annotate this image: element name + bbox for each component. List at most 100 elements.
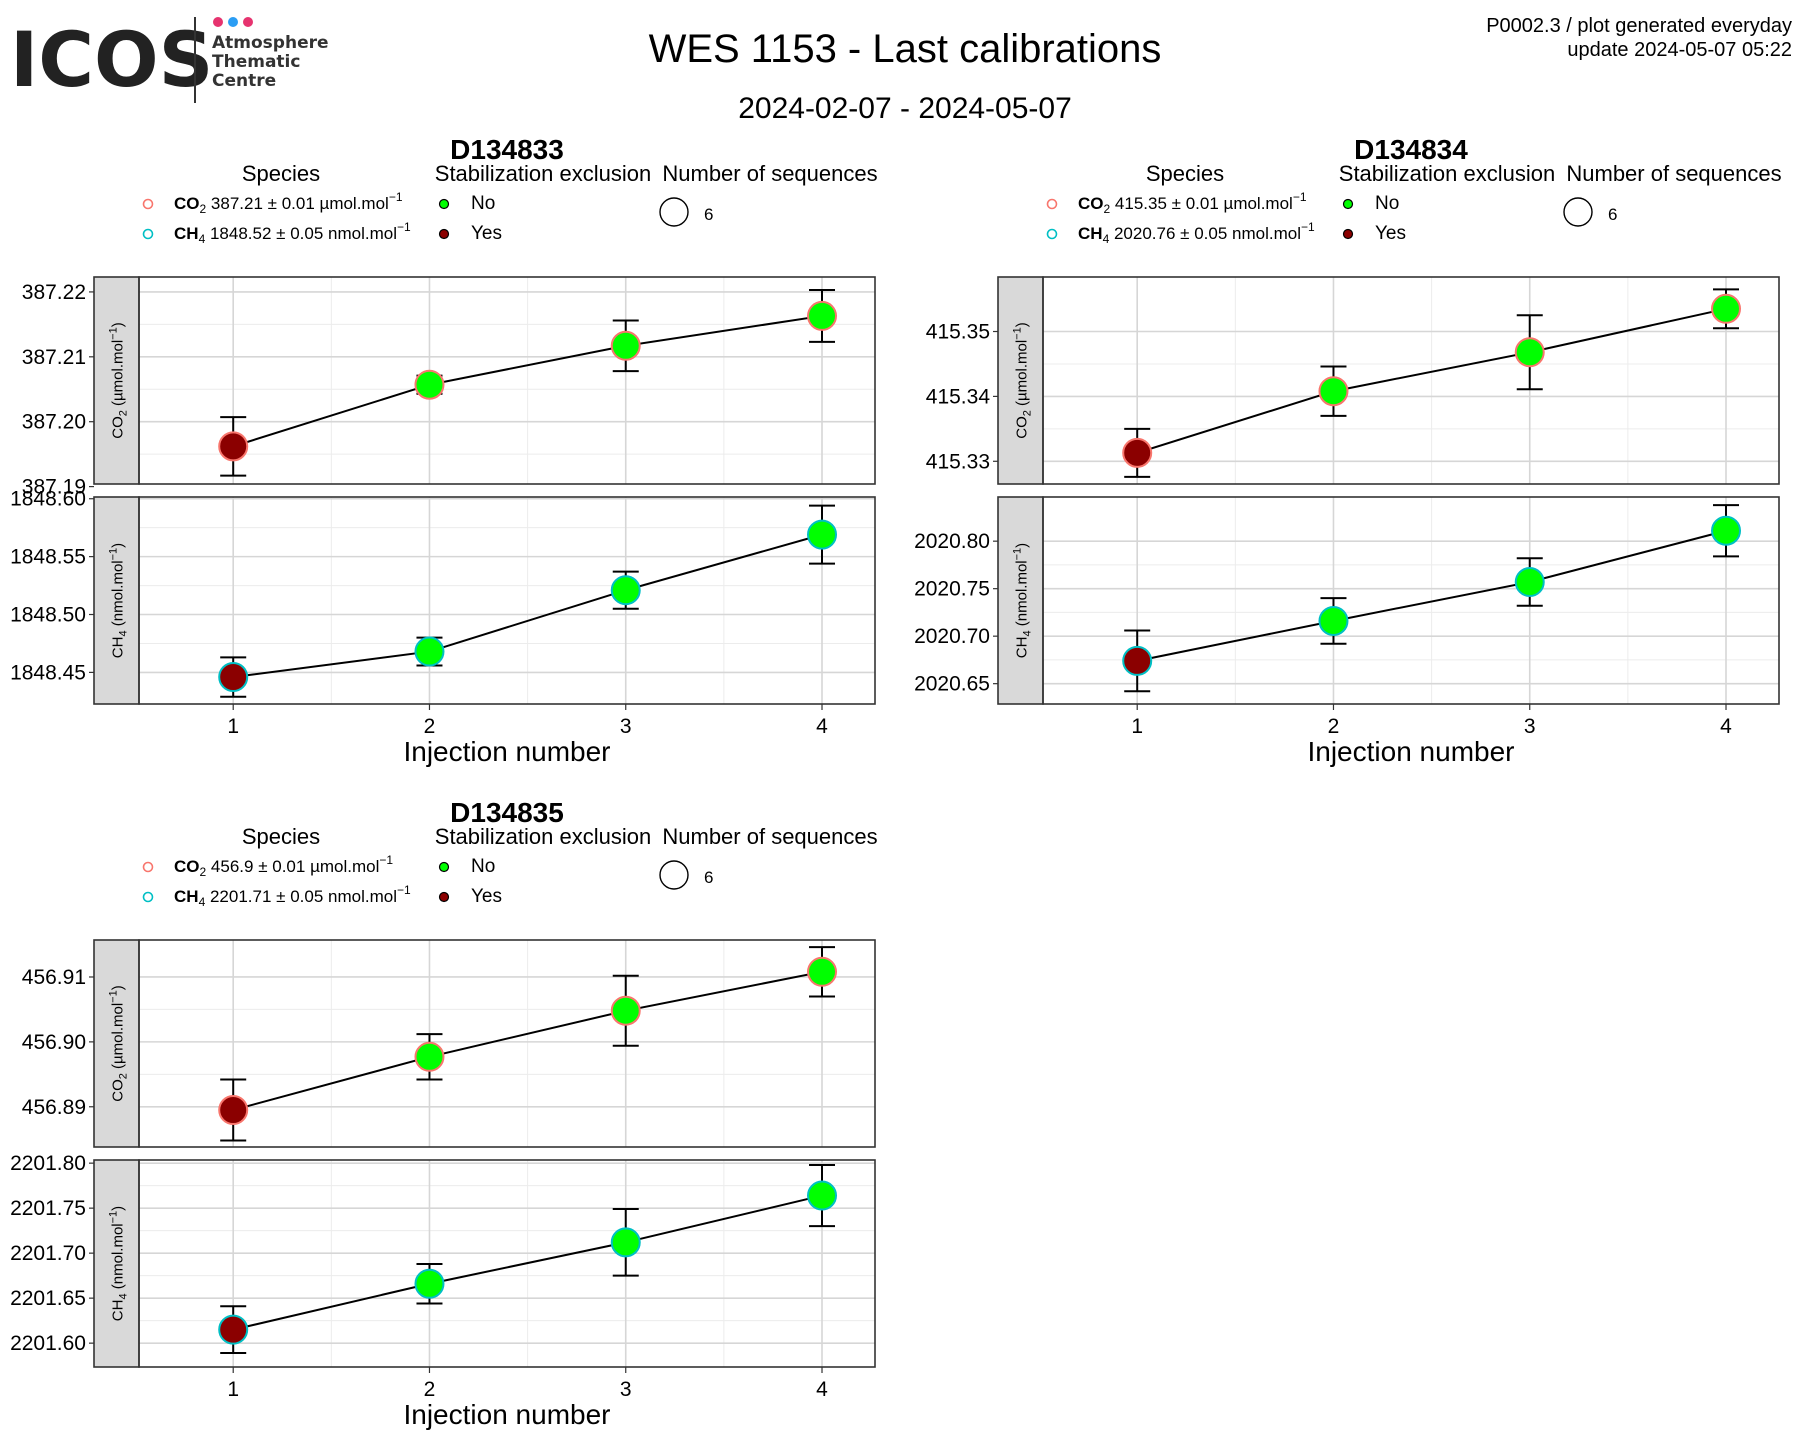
legend-exclusion-label-1: Yes [1375,223,1406,244]
species-value: 1848.52 [205,224,276,243]
species-subscript: 4 [199,232,206,246]
legend-exclusion-label-1: Yes [471,886,502,907]
species-plusminus: ± [276,224,285,243]
panel-border [1042,496,1780,705]
y-tick-label: 387.19 [22,476,86,499]
facet-strip [93,276,140,485]
y-tick-label: 387.20 [22,411,86,434]
strip-superscript: −1 [108,1211,120,1224]
species-value: 415.35 [1110,194,1171,213]
legend-exclusion-key-1 [438,228,450,240]
panel-border [138,1159,876,1368]
strip-subscript: 4 [118,1293,130,1299]
y-tick-label: 415.34 [926,385,991,408]
x-tick-label: 3 [1524,715,1536,738]
x-axis-label: Injection number [403,1399,610,1430]
x-tick-label: 4 [1720,715,1732,738]
facet-strip-label: CO2 (µmol.mol−1) [1012,322,1034,438]
species-value: 456.9 [206,857,258,876]
logo-divider [194,17,196,103]
facet-panel-0: 387.19 387.20 387.21 387.22 CO2 (µmol.mol−1) [22,276,876,499]
y-tick-label: 387.21 [22,346,86,369]
data-point [610,330,641,361]
strip-close: ) [110,322,127,327]
legend-species-label-1: CH4 1848.52 ± 0.05 nmol.mol−1 [174,220,411,246]
panel-background [139,277,875,484]
legend-species-label-0: CO2 415.35 ± 0.01 µmol.mol−1 [1078,190,1307,216]
chart-D134834: D134834 Species Stabilization exclusion Num… [914,134,1782,767]
meta-line-1: P0002.3 / plot generated everyday [1486,15,1792,37]
panel-background [1043,497,1779,704]
logo-sub-line-2: Thematic [212,52,300,72]
logo-word: ICOS [10,15,213,104]
species-symbol: CH [1078,224,1103,243]
legend-species-label-1: CH4 2020.76 ± 0.05 nmol.mol−1 [1078,220,1315,246]
legend-species-title: Species [1146,161,1224,186]
x-tick-label: 1 [227,715,239,738]
data-point [610,575,641,606]
data-point [807,956,838,987]
legend-species-label-0: CO2 456.9 ± 0.01 µmol.mol−1 [174,853,393,879]
legend-sequences-key [659,860,689,890]
y-tick-label: 1848.45 [10,661,86,684]
data-point [1318,605,1349,636]
species-plusminus: ± [1172,194,1181,213]
panel-background [139,497,875,704]
facet-strip-label: CH4 (nmol.mol−1) [108,1206,130,1321]
y-tick-label: 2020.70 [914,625,990,648]
species-superscript: −1 [379,853,393,867]
strip-superscript: −1 [1012,327,1024,340]
species-error: 0.05 nmol.mol [1190,224,1302,243]
species-plusminus: ± [258,857,267,876]
x-tick-label: 4 [816,1378,828,1401]
legend-species-title: Species [242,161,320,186]
strip-superscript: −1 [1012,548,1024,561]
page-title: WES 1153 - Last calibrations [649,27,1162,71]
strip-symbol: CH [110,1300,127,1322]
logo-dot-1 [213,17,223,27]
species-superscript: −1 [397,883,411,897]
panel-background [139,940,875,1147]
data-point [807,300,838,331]
species-symbol: CO [174,857,200,876]
series-line [1136,307,1727,454]
species-symbol: CH [174,887,199,906]
data-point [218,1095,249,1126]
x-tick-label: 3 [620,715,632,738]
strip-subscript: 4 [118,630,130,636]
data-point [414,1041,445,1072]
species-superscript: −1 [1301,220,1315,234]
data-point [807,1180,838,1211]
species-subscript: 4 [199,895,206,909]
legend-sequences-key [659,197,689,227]
data-point [1514,567,1545,598]
species-subscript: 2 [200,865,207,879]
legend-exclusion-label-0: No [1375,193,1399,214]
x-tick-label: 2 [424,1378,436,1401]
y-tick-label: 1848.55 [10,546,86,569]
legend-species-key-1 [1046,228,1058,240]
facet-panel-1: 1848.45 1848.50 1848.55 1848.60 CH4 (nmol.mo… [10,488,876,705]
data-point [1122,645,1153,676]
data-point [1514,337,1545,368]
legend-species-key-0 [142,861,154,873]
legend-exclusion-title: Stabilization exclusion [435,161,651,186]
y-tick-label: 2201.80 [10,1152,86,1175]
logo-dot-3 [243,17,253,27]
y-tick-label: 1848.50 [10,604,86,627]
strip-symbol: CH [1014,637,1031,659]
species-symbol: CO [1078,194,1104,213]
data-point [218,662,249,693]
legend-exclusion-key-0 [438,861,450,873]
y-tick-label: 415.35 [926,321,990,344]
y-tick-label: 2201.65 [10,1287,86,1310]
data-point [807,519,838,550]
legend-exclusion-label-0: No [471,856,495,877]
legend-exclusion-label-1: Yes [471,223,502,244]
strip-superscript: −1 [108,548,120,561]
facet-strip-label: CO2 (µmol.mol−1) [108,322,130,438]
strip-close: ) [110,543,127,548]
strip-unit: (nmol.mol [110,1223,127,1293]
strip-close: ) [1014,322,1031,327]
y-tick-label: 2020.80 [914,530,990,553]
